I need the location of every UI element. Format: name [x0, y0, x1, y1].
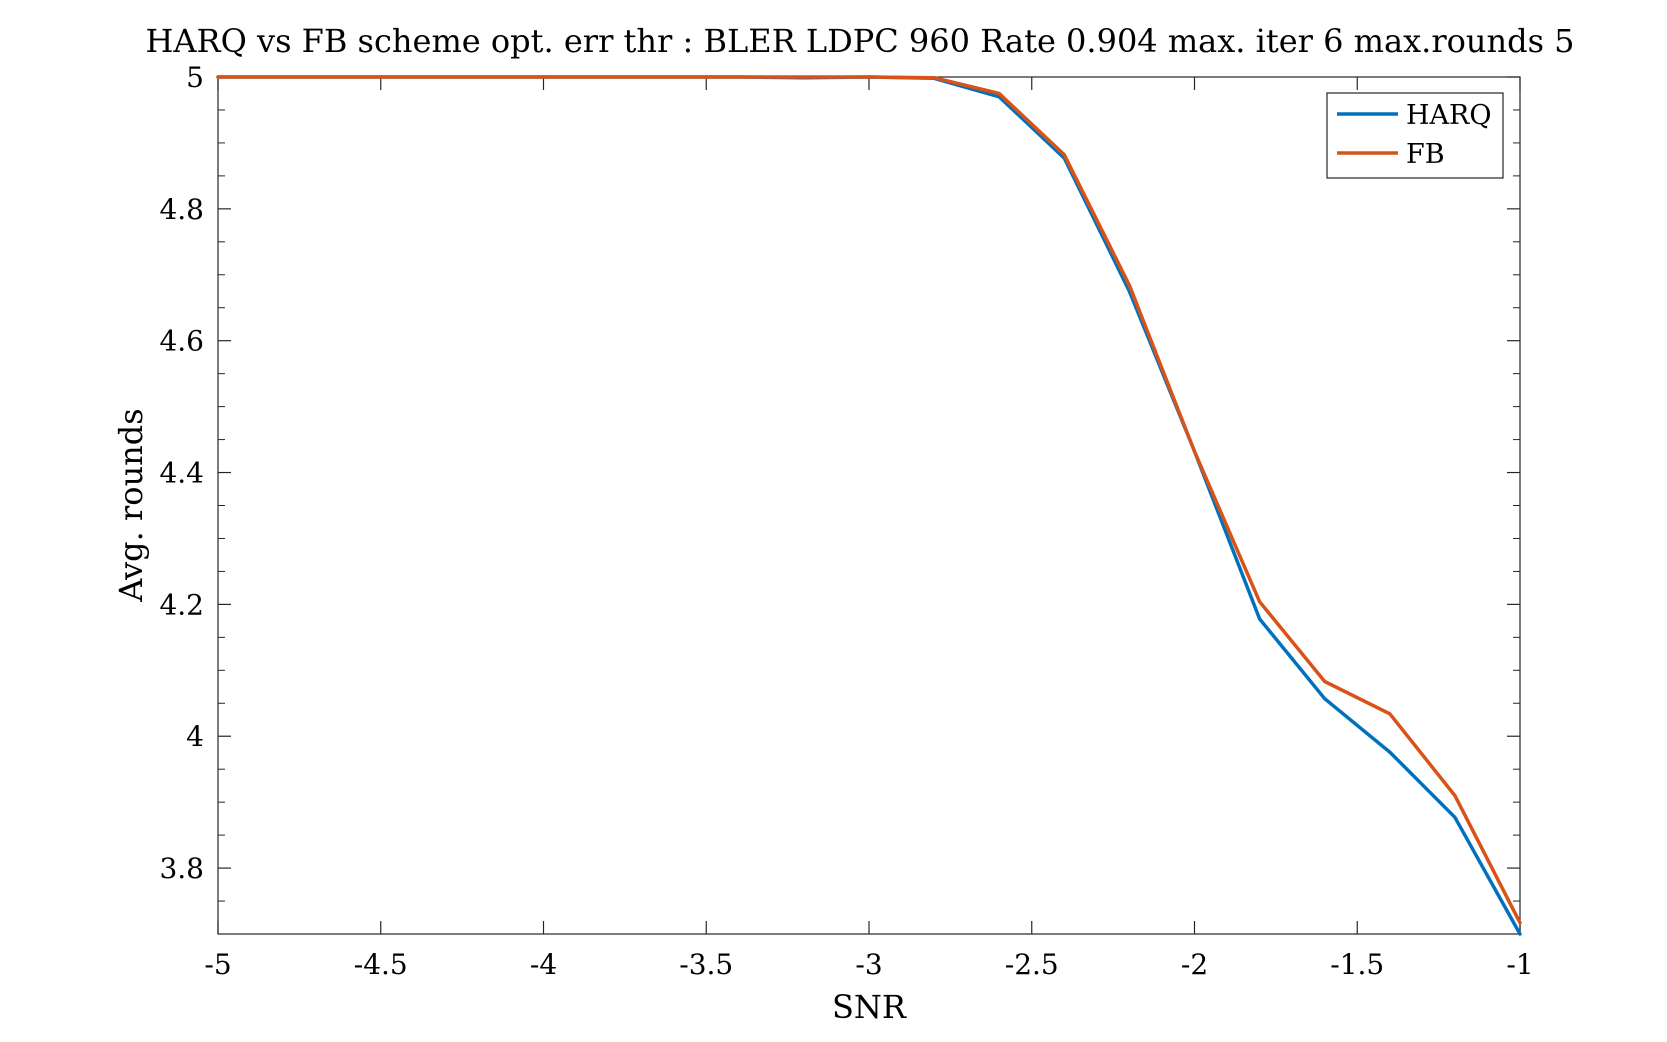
x-tick-label: -3.5 — [679, 948, 733, 981]
y-tick-label: 5 — [186, 61, 204, 94]
y-axis-label: Avg. rounds — [112, 408, 150, 602]
x-tick-label: -2 — [1181, 948, 1208, 981]
legend-label-fb: FB — [1406, 139, 1445, 170]
chart-title: HARQ vs FB scheme opt. err thr : BLER LD… — [145, 22, 1574, 60]
y-tick-label: 3.8 — [159, 852, 204, 885]
legend-box — [1326, 92, 1504, 179]
y-tick-label: 4.8 — [159, 193, 204, 226]
axis-ticks — [217, 76, 1521, 935]
x-tick-label: -1.5 — [1330, 948, 1384, 981]
y-tick-label: 4.6 — [159, 325, 204, 358]
legend-label-harq: HARQ — [1406, 100, 1492, 131]
x-tick-label: -1 — [1506, 948, 1533, 981]
y-tick-label: 4.2 — [159, 588, 204, 621]
x-tick-label: -4 — [530, 948, 557, 981]
y-tick-label: 4 — [186, 720, 204, 753]
x-tick-label: -5 — [204, 948, 231, 981]
tick-labels: -5 -4.5 -4 -3.5 -3 -2.5 -2 -1.5 -1 3.8 4 4.2 4.4 4.6 4… — [159, 61, 1533, 981]
x-tick-label: -3 — [855, 948, 882, 981]
x-tick-label: -4.5 — [354, 948, 408, 981]
x-tick-label: -2.5 — [1005, 948, 1059, 981]
series-line-fb — [216, 75, 1522, 925]
y-tick-label: 4.4 — [159, 457, 204, 490]
x-axis-label: SNR — [832, 988, 907, 1026]
series-lines — [216, 75, 1522, 936]
plot-area — [217, 76, 1521, 935]
legend: HARQ FB — [1326, 92, 1504, 179]
